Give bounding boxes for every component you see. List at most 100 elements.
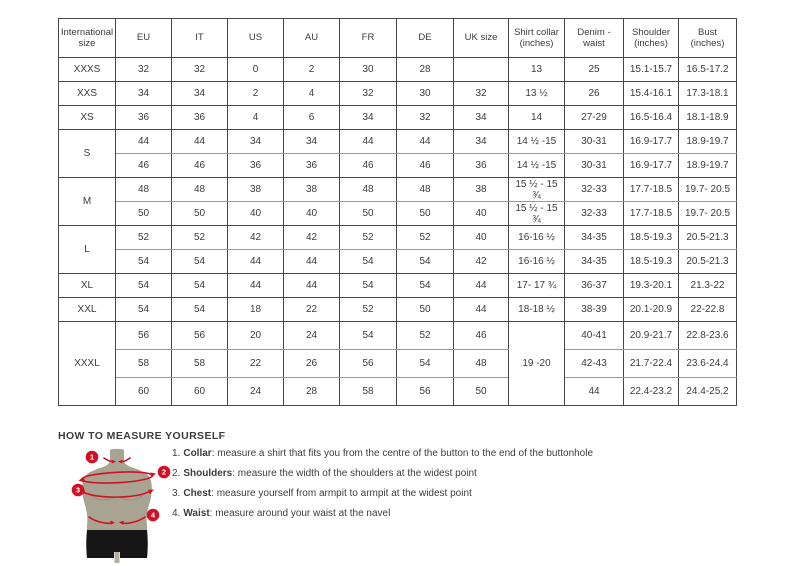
size-cell: 46 xyxy=(115,153,172,178)
table-row: L 52 52 42 42 52 52 40 16-16 ½ 34-35 18.5-19.3 20.5… xyxy=(58,225,737,274)
size-cell: 42 xyxy=(283,225,340,250)
size-cell: 21.3-22 xyxy=(678,273,737,298)
size-cell: 20.5-21.3 xyxy=(678,249,737,274)
size-cell: 52 xyxy=(396,321,454,350)
measure-item-shoulders: 2. Shoulders: measure the width of the sh… xyxy=(172,464,593,484)
size-cell: 14 xyxy=(508,105,565,130)
size-group-label: M xyxy=(58,177,116,226)
size-cell: 46 xyxy=(396,153,454,178)
size-cell: 50 xyxy=(396,297,454,322)
size-cell: 21.7-22.4 xyxy=(623,349,679,378)
size-cell: 18.5-19.3 xyxy=(623,249,679,274)
size-cell: 23.6-24.4 xyxy=(678,349,737,378)
size-cell: 17- 17 ¾ xyxy=(508,273,565,298)
size-cell: 17.7-18.5 xyxy=(623,201,679,226)
size-cell: 22.4-23.2 xyxy=(623,377,679,406)
size-cell: 34 xyxy=(171,81,228,106)
size-cell: 40 xyxy=(453,225,509,250)
item-text: : measure around your waist at the navel xyxy=(209,508,391,519)
size-cell: 24 xyxy=(283,321,340,350)
size-cell: 54 xyxy=(396,249,454,274)
size-cell: 34 xyxy=(283,129,340,154)
size-cell: 58 xyxy=(171,349,228,378)
size-cell: 56 xyxy=(339,349,397,378)
size-cell: 30 xyxy=(396,81,454,106)
table-row: 46 46 36 36 46 46 36 14 ½ -15 30-31 16.9-17.7 18.9… xyxy=(59,153,737,178)
size-cell: 42-43 xyxy=(564,349,624,378)
chest-arrow-right xyxy=(148,489,154,495)
size-cell: 58 xyxy=(339,377,397,406)
size-cell: 60 xyxy=(171,377,228,406)
column-header: International size xyxy=(58,18,116,58)
size-cell: 34-35 xyxy=(564,225,624,250)
size-cell: 16.5-17.2 xyxy=(678,57,737,82)
marker-1-circle xyxy=(85,450,99,464)
column-header: FR xyxy=(339,18,397,58)
shoulder-arrow-left xyxy=(78,476,85,483)
item-number: 4. xyxy=(172,508,181,519)
size-chart-head: International size EU IT US AU FR DE UK size Shi… xyxy=(58,18,737,58)
marker-4-circle xyxy=(146,508,160,522)
table-row: 50 50 40 40 50 50 40 15 ½ - 15 ¾ 32-33 17.7-18.5 1… xyxy=(59,201,737,226)
size-cell: 46 xyxy=(171,153,228,178)
size-cell: 54 xyxy=(396,273,454,298)
marker-1-number: 1 xyxy=(90,453,94,462)
size-cell: 48 xyxy=(339,177,397,202)
size-cell: 13 ½ xyxy=(508,81,565,106)
size-cell: 46 xyxy=(339,153,397,178)
size-cell: 52 xyxy=(171,225,228,250)
size-cell: 44 xyxy=(396,129,454,154)
size-cell: 19.7- 20.5 xyxy=(678,177,737,202)
size-cell: 30-31 xyxy=(564,129,624,154)
column-header: Shoulder (inches) xyxy=(623,18,679,58)
size-cell: 32 xyxy=(339,81,397,106)
measure-item-waist: 4. Waist: measure around your waist at th… xyxy=(172,504,593,524)
size-cell: 16.9-17.7 xyxy=(623,153,679,178)
size-cell: 44 xyxy=(283,273,340,298)
size-cell: 38 xyxy=(227,177,284,202)
size-cell: 44 xyxy=(453,273,509,298)
table-row: XXXS 32 32 0 2 30 28 13 25 15.1-15.7 16.5-17.2 xyxy=(58,57,737,82)
size-cell: 32-33 xyxy=(564,201,624,226)
size-cell: 50 xyxy=(171,201,228,226)
table-row: M 48 48 38 38 48 48 38 15 ½ - 15 ¾ 32-33 17.7-18.5… xyxy=(58,177,737,226)
size-cell: 26 xyxy=(564,81,624,106)
size-cell: 26 xyxy=(283,349,340,378)
size-cell: 28 xyxy=(396,57,454,82)
collar-arrow-left xyxy=(118,459,123,464)
mannequin-illustration: 1 2 3 4 xyxy=(71,448,171,563)
size-cell: 16.9-17.7 xyxy=(623,129,679,154)
size-cell: 32 xyxy=(171,57,228,82)
size-chart-table: International size EU IT US AU FR DE UK size Shi… xyxy=(58,18,737,406)
size-cell: 30 xyxy=(339,57,397,82)
size-cell: 48 xyxy=(453,349,509,378)
size-cell: 36 xyxy=(283,153,340,178)
size-cell: 24.4-25.2 xyxy=(678,377,737,406)
size-group-label: XXXL xyxy=(58,321,116,406)
column-header: Bust (inches) xyxy=(678,18,737,58)
size-cell: 38-39 xyxy=(564,297,624,322)
item-text: : measure the width of the shoulders at … xyxy=(232,468,477,479)
size-cell: 58 xyxy=(115,349,172,378)
size-cell: 40-41 xyxy=(564,321,624,350)
size-cell: 20.5-21.3 xyxy=(678,225,737,250)
chest-measure-line xyxy=(82,490,151,498)
size-group-label: XXS xyxy=(58,81,116,106)
size-cell: 27-29 xyxy=(564,105,624,130)
size-cell: 34 xyxy=(115,81,172,106)
size-cell: 44 xyxy=(453,297,509,322)
size-group-label: XXL xyxy=(58,297,116,322)
column-header: EU xyxy=(115,18,172,58)
size-cell: 18.5-19.3 xyxy=(623,225,679,250)
column-header: DE xyxy=(396,18,454,58)
size-cell: 36 xyxy=(227,153,284,178)
table-row: XS 36 36 4 6 34 32 34 14 27-29 16.5-16.4 18.1-18.9 xyxy=(58,105,737,130)
marker-4-number: 4 xyxy=(151,511,156,520)
size-cell xyxy=(453,57,509,82)
size-cell: 28 xyxy=(283,377,340,406)
size-cell: 56 xyxy=(171,321,228,350)
size-cell: 18 xyxy=(227,297,284,322)
size-group-label: XXXS xyxy=(58,57,116,82)
measure-item-chest: 3. Chest: measure yourself from armpit to… xyxy=(172,484,593,504)
